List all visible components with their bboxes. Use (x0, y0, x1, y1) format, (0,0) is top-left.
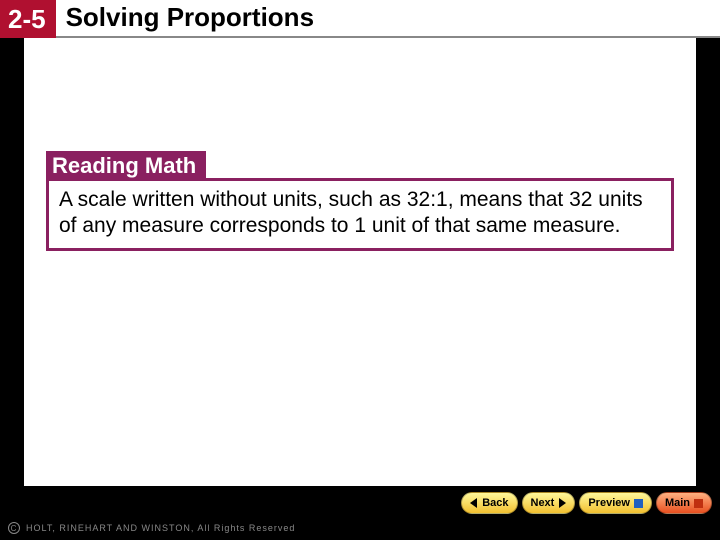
main-button[interactable]: Main (656, 492, 712, 514)
next-label: Next (531, 497, 555, 509)
next-button[interactable]: Next (522, 492, 576, 514)
copyright-icon: C (8, 522, 20, 534)
content-area: Reading Math A scale written without uni… (24, 38, 696, 486)
footer-bar: Back Next Preview Main C HOLT, RINEHART … (0, 486, 720, 540)
arrow-left-icon (470, 498, 477, 508)
slide-header: 2-5 Solving Proportions (0, 0, 720, 38)
callout-body: A scale written without units, such as 3… (49, 181, 671, 248)
main-label: Main (665, 497, 690, 509)
slide-title: Solving Proportions (56, 0, 720, 38)
arrow-right-icon (559, 498, 566, 508)
preview-label: Preview (588, 497, 630, 509)
copyright-line: C HOLT, RINEHART AND WINSTON, All Rights… (8, 522, 295, 534)
nav-buttons: Back Next Preview Main (461, 492, 712, 514)
back-button[interactable]: Back (461, 492, 517, 514)
preview-button[interactable]: Preview (579, 492, 652, 514)
callout-heading: Reading Math (46, 151, 206, 181)
main-icon (694, 499, 703, 508)
copyright-text: HOLT, RINEHART AND WINSTON, All Rights R… (26, 523, 295, 533)
reading-math-callout: Reading Math A scale written without uni… (46, 178, 674, 251)
back-label: Back (482, 497, 508, 509)
section-number: 2-5 (0, 0, 56, 38)
preview-icon (634, 499, 643, 508)
